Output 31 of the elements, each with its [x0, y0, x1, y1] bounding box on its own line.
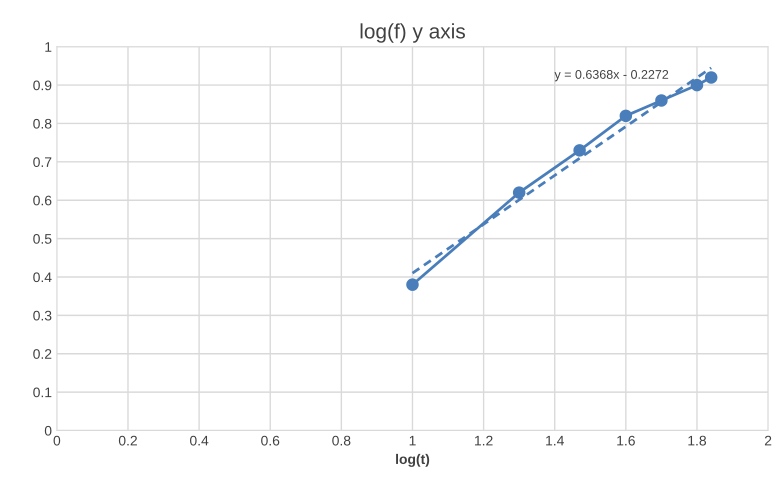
point [573, 144, 586, 157]
y-tick-label: 0.9 [33, 80, 52, 90]
y-tick-label: 0.7 [33, 157, 52, 168]
point [512, 186, 526, 199]
x-tick-label: 0.4 [190, 436, 208, 446]
x-tick-label: 1.6 [617, 436, 635, 446]
x-tick-label: 2 [764, 436, 772, 446]
point [690, 78, 704, 92]
y-tick-label: 0.3 [33, 310, 52, 321]
x-tick-label: 0.8 [332, 436, 350, 446]
y-tick-label: 0.6 [33, 196, 52, 206]
y-tick-label: 0 [44, 426, 52, 436]
point [704, 71, 718, 84]
x-axis-title: log(t) [396, 454, 430, 467]
y-tick-label: 0.1 [33, 387, 52, 398]
x-tick-label: 0 [54, 436, 60, 446]
y-tick-label: 0.2 [33, 349, 52, 359]
y-tick-label: 0.5 [33, 234, 52, 244]
y-tick-label: 0.8 [33, 118, 52, 129]
annotation: y = 0.6368x - 0.2272 [554, 70, 668, 82]
x-tick-label: 0.6 [261, 436, 280, 446]
x-tick-label: 0.2 [118, 436, 137, 446]
x-tick-label: 1.8 [688, 436, 706, 446]
y-tick-label: 0.4 [33, 272, 52, 282]
point [620, 110, 632, 122]
x-tick-label: 1 [410, 436, 416, 446]
x-tick-label: 1.4 [546, 436, 564, 446]
chart-title: log(f) y axis [360, 23, 465, 43]
x-tick-label: 1.2 [475, 436, 493, 446]
y-tick-label: 1 [45, 42, 52, 52]
point [406, 278, 419, 291]
